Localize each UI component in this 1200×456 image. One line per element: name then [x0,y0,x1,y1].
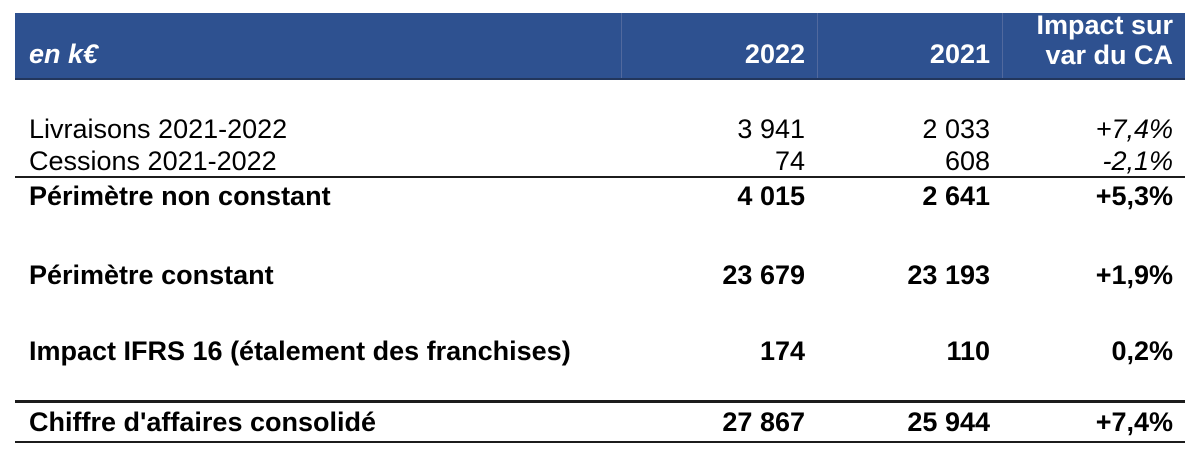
spacer-row [15,290,1185,336]
value-2021-cell: 2 641 [922,180,990,211]
impact-cell: +7,4% [1095,114,1173,144]
value-2022-cell: 74 [774,146,805,176]
impact-cell: 0,2% [1111,336,1173,366]
revenue-bridge-table: en k€ 2022 2021 Impact sur var du CA Liv… [15,13,1185,443]
row-cessions-2021-2022: Cessions 2021-2022 74 608 -2,1% [15,146,1185,178]
value-2022-cell: 27 867 [722,406,805,437]
row-livraisons-2021-2022: Livraisons 2021-2022 3 941 2 033 +7,4% [15,113,1185,146]
col-header-2021: 2021 [817,13,1002,78]
table-header-row: en k€ 2022 2021 Impact sur var du CA [15,13,1185,80]
label-cell: Périmètre non constant [29,180,331,211]
spacer-row [15,214,1185,260]
value-2022-cell: 23 679 [722,260,805,290]
row-chiffre-affaires-consolide: Chiffre d'affaires consolidé 27 867 25 9… [15,400,1185,443]
label-cell: Cessions 2021-2022 [29,146,277,176]
impact-cell: -2,1% [1102,146,1173,176]
row-perimetre-constant: Périmètre constant 23 679 23 193 +1,9% [15,260,1185,290]
value-2021-cell: 608 [944,146,990,176]
label-cell: Impact IFRS 16 (étalement des franchises… [29,336,571,366]
value-2021-cell: 2 033 [922,114,990,144]
value-2021-cell: 25 944 [907,406,990,437]
label-cell: Chiffre d'affaires consolidé [29,406,376,437]
impact-cell: +7,4% [1095,406,1173,437]
spacer-row [15,366,1185,400]
value-2022-cell: 174 [759,336,805,366]
value-2021-cell: 110 [946,336,990,366]
label-cell: Périmètre constant [29,260,274,290]
impact-cell: +1,9% [1095,260,1173,290]
impact-cell: +5,3% [1095,180,1173,211]
value-2021-cell: 23 193 [907,260,990,290]
label-cell: Livraisons 2021-2022 [29,114,288,144]
unit-header-cell: en k€ [29,39,99,69]
row-perimetre-non-constant: Périmètre non constant 4 015 2 641 +5,3% [15,178,1185,214]
value-2022-cell: 3 941 [737,114,805,144]
impact-header-line2: var du CA [1045,40,1173,70]
row-impact-ifrs-16: Impact IFRS 16 (étalement des franchises… [15,336,1185,366]
col-header-2022: 2022 [621,13,817,78]
col-header-impact: Impact sur var du CA [1002,13,1185,78]
spacer-row [15,80,1185,113]
value-2022-cell: 4 015 [737,180,805,211]
impact-header-line1: Impact sur [1036,13,1173,40]
